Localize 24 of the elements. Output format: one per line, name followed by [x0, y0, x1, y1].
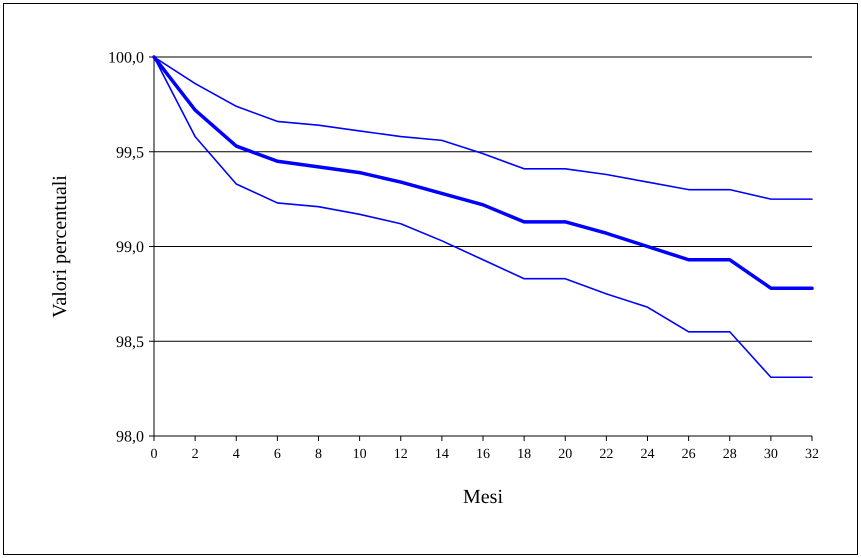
x-tick-label: 20 — [558, 447, 572, 462]
x-tick-label: 16 — [476, 447, 490, 462]
x-tick-label: 12 — [394, 447, 408, 462]
y-tick-label: 98,0 — [116, 428, 144, 446]
y-tick-label: 99,0 — [116, 239, 144, 256]
x-tick-label: 0 — [150, 447, 158, 462]
y-tick-label: 98,5 — [116, 334, 144, 351]
x-axis-title: Mesi — [463, 486, 504, 508]
x-tick-label: 24 — [640, 447, 654, 462]
x-tick-label: 30 — [764, 447, 778, 462]
x-tick-label: 8 — [315, 447, 322, 462]
x-tick-label: 28 — [722, 447, 737, 462]
x-tick-label: 26 — [682, 447, 696, 462]
x-tick-label: 32 — [805, 447, 819, 462]
x-tick-label: 14 — [434, 447, 449, 462]
y-tick-label: 100,0 — [108, 50, 144, 67]
x-tick-label: 22 — [599, 447, 614, 462]
y-tick-label: 99,5 — [116, 144, 144, 162]
y-axis-title: Valori percentuali — [49, 174, 71, 318]
x-tick-label: 18 — [517, 447, 532, 462]
x-tick-label: 2 — [192, 447, 199, 462]
x-tick-label: 4 — [232, 447, 240, 462]
x-tick-label: 10 — [352, 447, 367, 462]
x-tick-label: 6 — [274, 447, 281, 462]
